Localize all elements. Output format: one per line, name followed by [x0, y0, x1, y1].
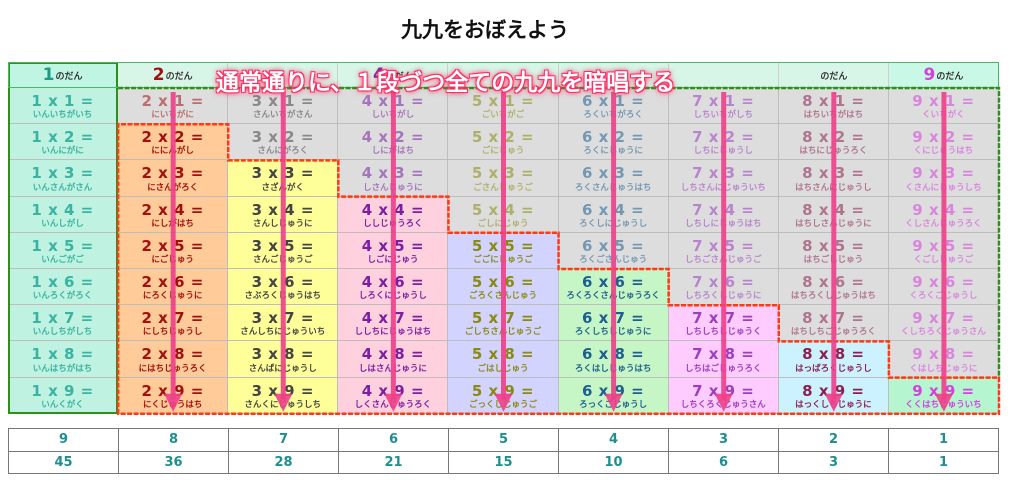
- summary-table: 9 45 8 36 7 28 6 21 5 15 4 10 3 6 2 3 1 1: [8, 428, 999, 474]
- summary-column: 6 21: [339, 429, 449, 473]
- annotation-caption: 通常通りに、１段づつ全ての九九を暗唱する: [216, 70, 676, 96]
- column-header-number: 2: [152, 65, 165, 85]
- column-header-1: 1 のだん: [8, 62, 119, 88]
- reading-label: いんいちがいち: [32, 110, 93, 121]
- reading-label: いんしちがしち: [32, 327, 93, 338]
- summary-total: 36: [164, 454, 183, 470]
- equation-label: 1 x 1 =: [31, 92, 94, 110]
- arrow-head: [714, 393, 733, 412]
- reading-label: いんしがし: [41, 218, 84, 229]
- pending-region-frame: [118, 86, 1001, 378]
- arrow-head: [604, 393, 623, 412]
- mastered-staircase-frame: [116, 122, 1001, 416]
- summary-count: 6: [339, 429, 448, 452]
- page-title: 九九をおぼえよう: [401, 18, 569, 42]
- column-header-number: 1: [42, 65, 55, 85]
- arrow-head: [934, 393, 953, 412]
- table-cell: 1 x 7 = いんしちがしち: [8, 305, 119, 342]
- reading-label: いんくがく: [41, 399, 84, 410]
- equation-label: 1 x 4 =: [31, 200, 94, 219]
- reading-label: いんはちがはち: [32, 363, 93, 374]
- reading-label: いんごがご: [41, 254, 84, 265]
- column-header-9: 9 のだん: [888, 62, 999, 88]
- summary-total: 6: [718, 454, 729, 470]
- column-header-8: のだん: [778, 62, 889, 88]
- arrow-head: [164, 393, 183, 412]
- summary-count: 4: [559, 429, 668, 452]
- column-header-6: [558, 62, 669, 88]
- column-header-suffix: のだん: [936, 71, 964, 82]
- table-cell: 1 x 1 = いんいちがいち: [8, 88, 119, 125]
- summary-count: 3: [669, 429, 778, 452]
- column-header-4: 4 のだん: [338, 62, 449, 88]
- reading-label: いんにがに: [41, 146, 84, 157]
- column-header-7: [668, 62, 779, 88]
- equation-label: 1 x 3 =: [31, 164, 94, 183]
- column-header-2: 2 のだん: [118, 62, 229, 88]
- column-header-3: [228, 62, 339, 88]
- equation-label: 1 x 8 =: [31, 345, 94, 364]
- column-header-suffix: のだん: [165, 71, 193, 82]
- equation-label: 1 x 9 =: [31, 381, 94, 400]
- column-header-5: [448, 62, 559, 88]
- arrow-head: [384, 393, 403, 412]
- equation-label: 1 x 2 =: [31, 128, 94, 147]
- column-header-number: 4: [372, 65, 385, 85]
- summary-count: 9: [9, 429, 118, 452]
- table-cell: 1 x 9 = いんくがく: [8, 377, 119, 414]
- arrow-head: [274, 393, 293, 412]
- summary-column: 4 10: [559, 429, 669, 473]
- summary-total: 10: [604, 454, 623, 470]
- summary-total: 1: [938, 454, 949, 470]
- arrow-head: [824, 393, 843, 412]
- summary-total: 28: [274, 454, 293, 470]
- summary-total: 21: [384, 454, 403, 470]
- table-cell: 1 x 8 = いんはちがはち: [8, 341, 119, 378]
- table-cell: 1 x 5 = いんごがご: [8, 232, 119, 269]
- column-header-suffix: のだん: [820, 71, 848, 82]
- summary-count: 7: [229, 429, 338, 452]
- column-header-suffix: のだん: [55, 71, 83, 82]
- column-header-suffix: のだん: [385, 71, 413, 82]
- summary-column: 5 15: [449, 429, 559, 473]
- summary-total: 45: [54, 454, 73, 470]
- summary-count: 8: [119, 429, 228, 452]
- summary-total: 15: [494, 454, 513, 470]
- equation-label: 1 x 5 =: [31, 236, 94, 255]
- equation-label: 1 x 6 =: [31, 273, 94, 291]
- arrow-head: [494, 393, 513, 412]
- reading-label: いんさんがさん: [32, 182, 93, 193]
- column-header-number: 9: [923, 65, 936, 85]
- summary-total: 3: [828, 454, 839, 470]
- equation-label: 1 x 7 =: [31, 309, 94, 328]
- summary-column: 7 28: [229, 429, 339, 473]
- summary-column: 9 45: [9, 429, 119, 473]
- summary-count: 2: [779, 429, 888, 452]
- summary-count: 1: [889, 429, 998, 452]
- table-cell: 1 x 6 = いんろくがろく: [8, 269, 119, 306]
- summary-count: 5: [449, 429, 558, 452]
- summary-column: 8 36: [119, 429, 229, 473]
- reading-label: いんろくがろく: [32, 291, 93, 302]
- table-cell: 1 x 4 = いんしがし: [8, 196, 119, 233]
